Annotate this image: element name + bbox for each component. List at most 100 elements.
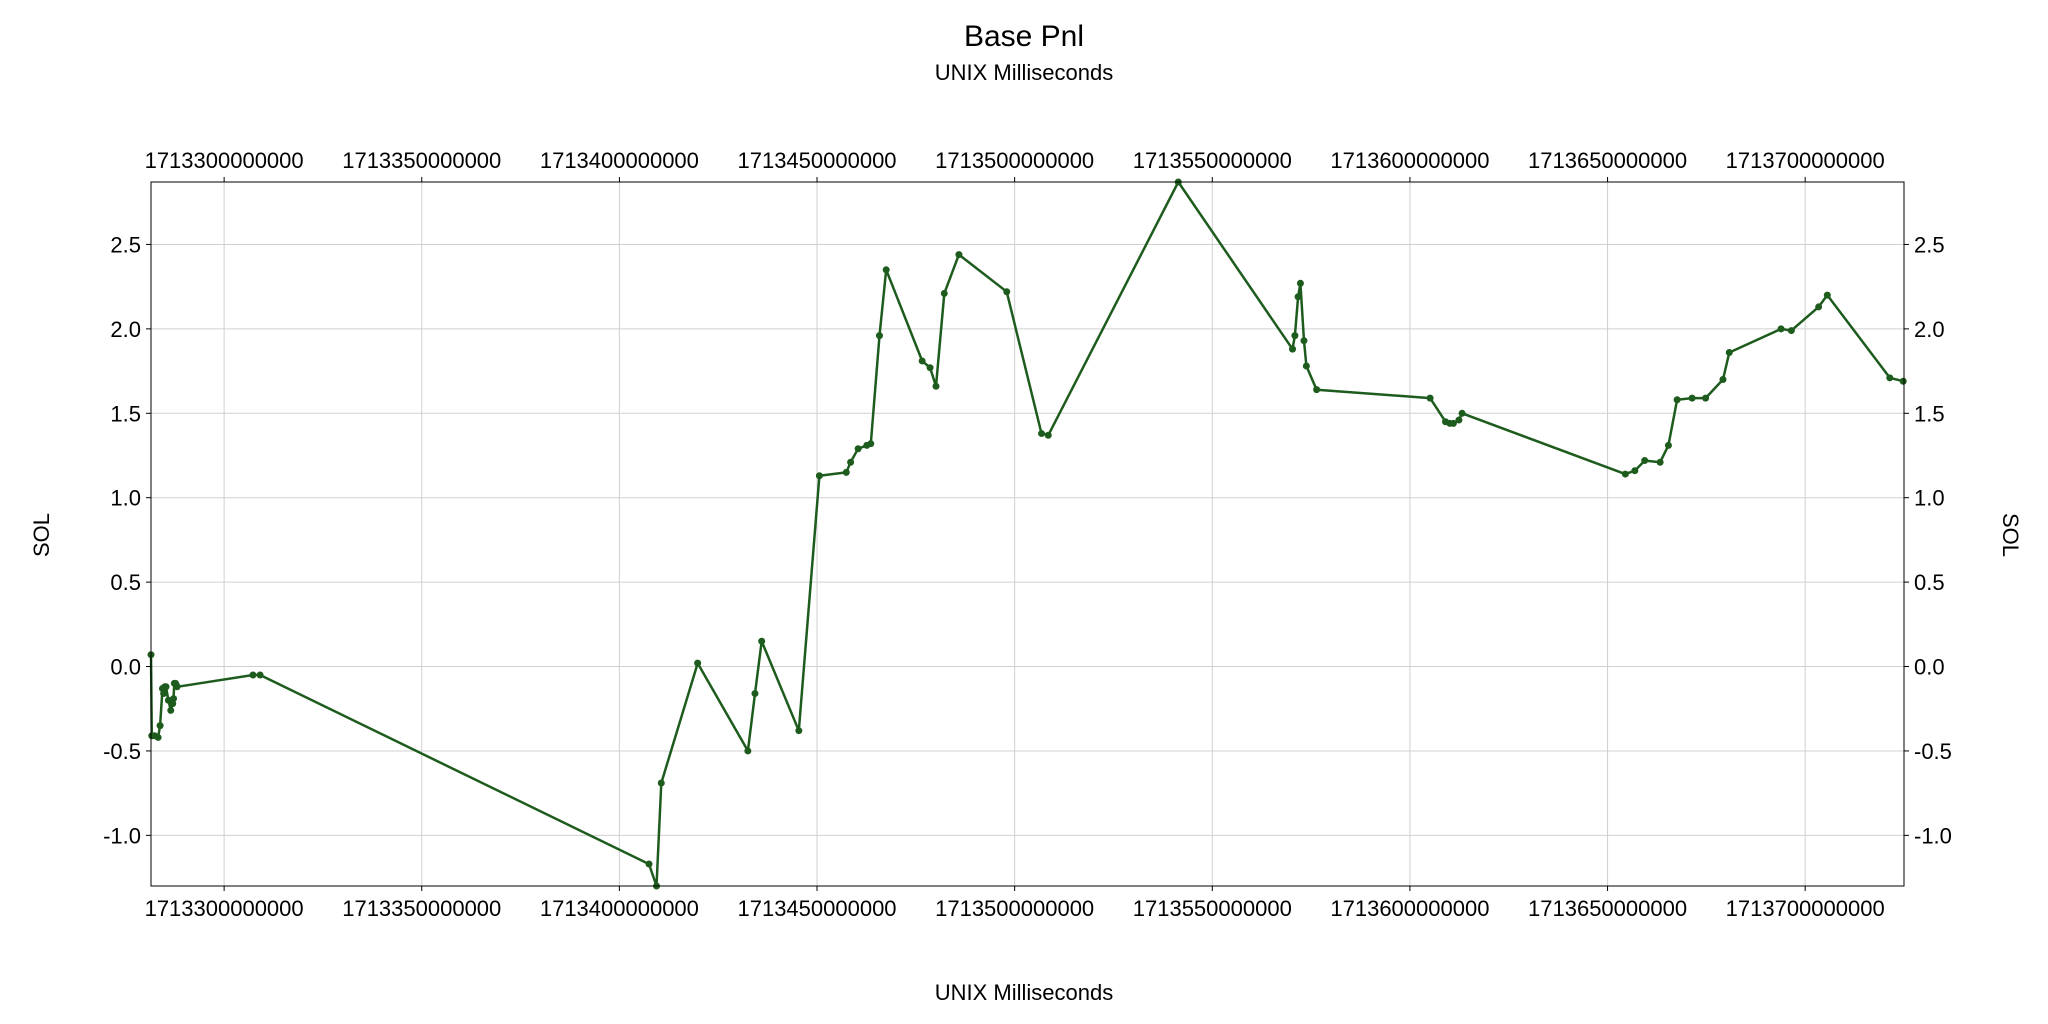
data-point (173, 683, 181, 691)
top-x-axis-label: UNIX Milliseconds (934, 60, 1114, 85)
data-point (1458, 409, 1466, 417)
data-point (1641, 457, 1649, 465)
data-point (867, 440, 875, 448)
data-point (926, 364, 934, 372)
data-point (1038, 430, 1046, 438)
data-point (162, 683, 170, 691)
series-layer (147, 178, 1907, 890)
y-tick-label-left: 1.5 (110, 401, 141, 426)
data-point (918, 357, 926, 365)
y-tick-label-left: 2.0 (110, 317, 141, 342)
data-point (249, 671, 257, 679)
x-tick-label-bottom: 1713500000000 (935, 896, 1094, 921)
y-tick-label-left: -1.0 (103, 823, 141, 848)
data-point (1289, 345, 1297, 353)
axes: 1713300000000 1713300000000 1713350000000 1… (103, 148, 1952, 921)
data-point (854, 445, 862, 453)
data-point (154, 733, 162, 741)
data-point (1621, 470, 1629, 478)
data-point (955, 251, 963, 259)
x-tick-label-bottom: 1713300000000 (145, 896, 304, 921)
data-point (1899, 377, 1907, 385)
y-tick-label-right: 0.5 (1914, 570, 1945, 595)
y-tick-label-left: 2.5 (110, 232, 141, 257)
x-tick-label-top: 1713600000000 (1330, 148, 1489, 173)
x-tick-label-bottom: 1713700000000 (1726, 896, 1885, 921)
data-point (160, 690, 168, 698)
data-point (1449, 419, 1457, 427)
data-point (744, 747, 752, 755)
data-point (645, 860, 653, 868)
data-point (1294, 293, 1302, 301)
data-point (1725, 349, 1733, 357)
x-tick-label-top: 1713700000000 (1726, 148, 1885, 173)
data-point (1631, 467, 1639, 475)
y-tick-label-left: -0.5 (103, 739, 141, 764)
data-point (1656, 458, 1664, 466)
data-point (758, 637, 766, 645)
y-tick-label-right: 0.0 (1914, 655, 1945, 680)
x-tick-label-bottom: 1713550000000 (1133, 896, 1292, 921)
data-point (1664, 441, 1672, 449)
data-point (1044, 431, 1052, 439)
data-point (940, 289, 948, 297)
series-line (149, 180, 1904, 888)
data-point (842, 468, 850, 476)
y-tick-label-right: -0.5 (1914, 739, 1952, 764)
chart-title: Base Pnl (963, 20, 1085, 53)
x-tick-label-bottom: 1713450000000 (737, 896, 896, 921)
y-tick-label-left: 0.0 (110, 655, 141, 680)
y-tick-label-right: 1.5 (1914, 401, 1945, 426)
grid (151, 182, 1904, 886)
data-point (657, 779, 665, 787)
x-tick-label-top: 1713400000000 (540, 148, 699, 173)
y-tick-label-left: 1.0 (110, 486, 141, 511)
data-point (1815, 303, 1823, 311)
data-point (1003, 288, 1011, 296)
x-tick-label-top: 1713550000000 (1133, 148, 1292, 173)
x-tick-label-top: 1713450000000 (737, 148, 896, 173)
data-point (1719, 376, 1727, 384)
x-tick-label-bottom: 1713600000000 (1330, 896, 1489, 921)
data-point (1291, 332, 1299, 340)
data-point (1296, 279, 1304, 287)
data-point (1702, 394, 1710, 402)
data-point (156, 722, 164, 730)
data-point (1455, 416, 1463, 424)
data-point (1777, 325, 1785, 333)
data-point (170, 695, 178, 703)
data-point (795, 727, 803, 735)
data-point (847, 458, 855, 466)
y-tick-label-right: 1.0 (1914, 486, 1945, 511)
x-tick-label-top: 1713350000000 (342, 148, 501, 173)
y-tick-label-right: 2.0 (1914, 317, 1945, 342)
x-tick-label-bottom: 1713350000000 (342, 896, 501, 921)
data-point (1823, 291, 1831, 299)
x-tick-label-top: 1713300000000 (145, 148, 304, 173)
x-tick-label-bottom: 1713650000000 (1528, 896, 1687, 921)
y-tick-label-right: -1.0 (1914, 823, 1952, 848)
x-tick-label-top: 1713650000000 (1528, 148, 1687, 173)
x-tick-label-bottom: 1713400000000 (540, 896, 699, 921)
data-point (815, 472, 823, 480)
data-point (1886, 374, 1894, 382)
bottom-x-axis-label: UNIX Milliseconds (934, 980, 1114, 1005)
data-point (932, 382, 940, 390)
plot-frame (150, 181, 1905, 887)
data-point (694, 659, 702, 667)
data-point (1426, 394, 1434, 402)
data-point (167, 706, 175, 714)
data-point (1302, 362, 1310, 370)
data-point (751, 690, 759, 698)
data-point (256, 671, 264, 679)
data-point (1300, 337, 1308, 345)
data-point (1688, 394, 1696, 402)
y-tick-label-right: 2.5 (1914, 232, 1945, 257)
y-tick-label-left: 0.5 (110, 570, 141, 595)
data-point (1673, 396, 1681, 404)
data-point (882, 266, 890, 274)
data-point (1787, 327, 1795, 335)
data-point (1313, 386, 1321, 394)
data-point (875, 332, 883, 340)
